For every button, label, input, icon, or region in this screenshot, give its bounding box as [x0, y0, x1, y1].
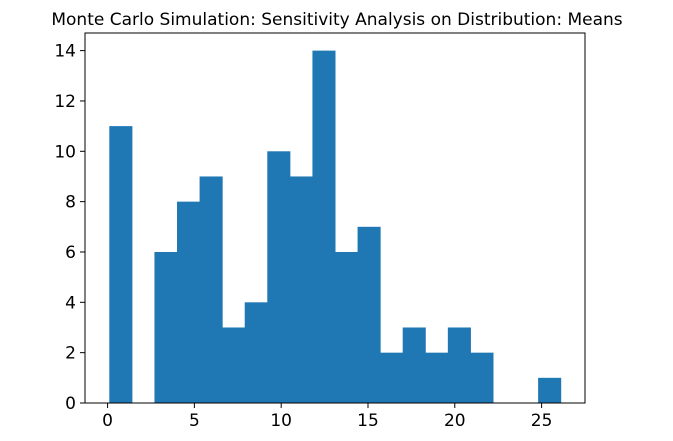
- histogram-bar: [289, 176, 313, 403]
- x-tick-label: 15: [357, 411, 379, 431]
- x-tick-label: 25: [531, 411, 553, 431]
- histogram-bar: [538, 377, 562, 403]
- histogram-bar: [312, 50, 336, 403]
- histogram-bar: [109, 126, 133, 404]
- histogram-bar: [335, 251, 359, 403]
- y-axis: 0 2 4 6 8 10 12 14: [54, 42, 85, 414]
- y-tick-label: 14: [54, 42, 76, 62]
- y-tick-label: 2: [65, 344, 76, 364]
- bars-group: [109, 50, 562, 404]
- x-axis: 0 5 10 15 20 25: [102, 403, 552, 431]
- histogram-bar: [267, 151, 291, 403]
- plot-frame: [84, 32, 586, 404]
- y-tick-label: 4: [65, 293, 76, 313]
- x-tick-label: 0: [102, 411, 113, 431]
- y-tick-label: 10: [54, 142, 76, 162]
- histogram-bar: [154, 251, 178, 403]
- histogram-bar: [380, 352, 404, 403]
- y-tick-label: 0: [65, 394, 76, 414]
- histogram-bar: [402, 327, 426, 403]
- chart-title: Monte Carlo Simulation: Sensitivity Anal…: [51, 10, 622, 30]
- histogram-bar: [199, 176, 223, 403]
- histogram-bar: [425, 352, 449, 403]
- histogram-bar: [357, 226, 381, 403]
- histogram-bar: [177, 201, 201, 403]
- x-tick-label: 10: [270, 411, 292, 431]
- histogram-bar: [244, 302, 268, 403]
- y-tick-label: 8: [65, 193, 76, 213]
- y-tick-label: 6: [65, 243, 76, 263]
- histogram-bar: [447, 327, 471, 403]
- x-tick-label: 20: [444, 411, 466, 431]
- y-tick-label: 12: [54, 92, 76, 112]
- histogram-bar: [470, 352, 494, 403]
- x-tick-label: 5: [189, 411, 200, 431]
- histogram-bar: [222, 327, 246, 403]
